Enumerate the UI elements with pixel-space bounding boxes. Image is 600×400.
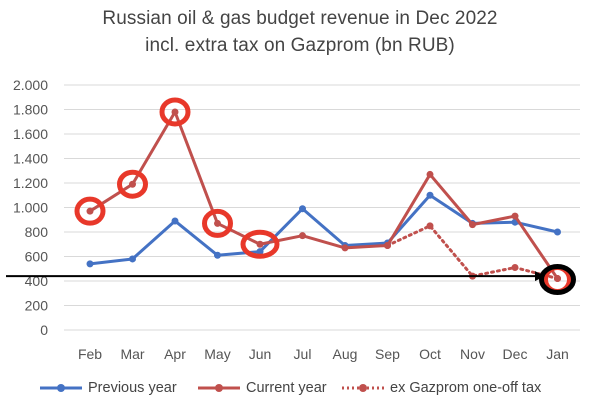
legend-label-ex-gazprom: ex Gazprom one-off tax [390, 380, 542, 396]
data-point-current-year [256, 240, 264, 248]
chart-title: Russian oil & gas budget revenue in Dec … [102, 8, 498, 29]
data-point-previous-year [256, 248, 264, 256]
legend-item-current-year: Current year [198, 378, 327, 398]
data-point-previous-year [426, 191, 434, 199]
y-tick-label: 800 [25, 224, 49, 240]
data-point-current-year [469, 221, 476, 229]
legend-label-previous-year: Previous year [88, 380, 177, 396]
series-line-current-year [89, 110, 559, 280]
data-point-previous-year [299, 205, 306, 213]
data-point-ex-gazprom [511, 264, 519, 272]
annotation-circle [240, 229, 280, 259]
y-tick-label: 2.000 [13, 77, 48, 93]
annotation-circle [202, 208, 233, 238]
legend-marker-current-year [198, 384, 240, 392]
y-tick-label: 1.400 [13, 151, 48, 167]
data-point-current-year [554, 275, 561, 283]
legend-marker-previous-year [40, 384, 82, 392]
x-tick-label: Oct [419, 346, 441, 362]
series-line-previous-year [89, 193, 558, 266]
x-tick-label: Feb [78, 346, 102, 362]
data-point-current-year [341, 244, 349, 252]
chart-subtitle: incl. extra tax on Gazprom (bn RUB) [145, 35, 455, 56]
annotation-circle [117, 169, 148, 199]
data-point-previous-year [214, 251, 221, 259]
x-tick-label: Nov [460, 346, 485, 362]
y-tick-label: 200 [25, 298, 49, 314]
legend-label-current-year: Current year [246, 380, 327, 396]
y-tick-label: 600 [25, 249, 49, 265]
data-point-current-year [214, 219, 221, 227]
legend-marker-ex-gazprom [342, 384, 384, 392]
x-tick-label: Apr [164, 346, 186, 362]
y-tick-label: 1.600 [13, 126, 48, 142]
data-point-current-year [299, 232, 306, 240]
x-tick-label: Aug [333, 346, 358, 362]
data-point-current-year [511, 212, 519, 220]
data-point-previous-year [554, 228, 561, 236]
y-tick-label: 1.000 [13, 200, 48, 216]
data-point-current-year [129, 180, 136, 188]
x-tick-label: Mar [120, 346, 144, 362]
annotation-circle [74, 196, 106, 226]
y-tick-label: 0 [40, 322, 48, 338]
x-tick-label: Sep [375, 346, 400, 362]
y-tick-label: 1.200 [13, 175, 48, 191]
data-point-ex-gazprom [426, 222, 434, 230]
data-point-previous-year [171, 217, 179, 225]
data-point-previous-year [86, 260, 94, 268]
x-tick-label: Dec [503, 346, 528, 362]
data-point-current-year [171, 108, 179, 116]
x-tick-label: Jul [294, 346, 312, 362]
y-tick-label: 1.800 [13, 102, 48, 118]
data-point-current-year [86, 207, 94, 215]
data-point-current-year [426, 170, 434, 178]
x-tick-label: Jun [249, 346, 272, 362]
annotation-circle [159, 97, 191, 127]
x-tick-label: May [204, 346, 230, 362]
data-point-previous-year [129, 255, 136, 263]
legend-item-previous-year: Previous year [40, 378, 177, 398]
annotation-highlight-circle [539, 264, 576, 296]
series-line-ex-gazprom [386, 224, 559, 281]
legend-item-ex-gazprom: ex Gazprom one-off tax [342, 378, 541, 398]
data-point-current-year [384, 241, 391, 249]
x-tick-label: Jan [546, 346, 569, 362]
